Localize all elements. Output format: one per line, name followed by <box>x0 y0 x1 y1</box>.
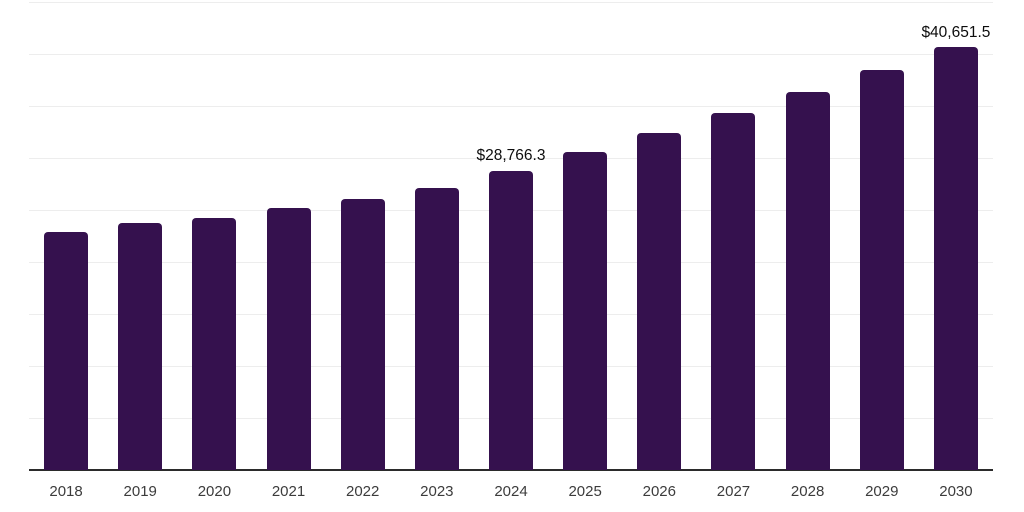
x-tick-2030: 2030 <box>939 483 973 500</box>
x-tick-2027: 2027 <box>716 483 751 500</box>
x-tick-2028: 2028 <box>790 483 825 500</box>
bar-2021[interactable] <box>266 208 311 470</box>
x-tick-2022: 2022 <box>346 483 380 500</box>
x-tick-2023: 2023 <box>420 483 454 500</box>
bar-2028[interactable] <box>785 91 830 470</box>
bar-2025[interactable] <box>563 151 608 470</box>
x-tick-2029: 2029 <box>865 483 899 500</box>
x-axis-line <box>29 469 993 471</box>
x-tick-2018: 2018 <box>49 483 83 500</box>
gridline-35000 <box>29 106 993 107</box>
bar-2024[interactable] <box>489 170 533 470</box>
x-tick-2026: 2026 <box>642 483 676 500</box>
bar-2023[interactable] <box>414 187 459 470</box>
gridline-45000 <box>29 2 993 3</box>
bar-2020[interactable] <box>192 218 237 470</box>
gridline-40000 <box>29 54 993 55</box>
bar-2022[interactable] <box>340 199 385 470</box>
x-tick-2025: 2025 <box>568 483 602 500</box>
x-tick-2021: 2021 <box>271 483 306 500</box>
plot-area: $28,766.3 $40,651.5 <box>29 2 993 471</box>
bar-2027[interactable] <box>711 112 756 470</box>
data-label-2024: $28,766.3 <box>476 147 546 165</box>
data-label-2030: $40,651.5 <box>921 23 991 41</box>
bar-2030[interactable] <box>933 47 978 470</box>
x-tick-2020: 2020 <box>197 483 232 500</box>
gridline-30000 <box>29 158 993 159</box>
bar-2029[interactable] <box>859 70 904 470</box>
bar-2026[interactable] <box>637 132 682 470</box>
x-tick-2024: 2024 <box>494 483 528 500</box>
bar-2019[interactable] <box>118 223 163 470</box>
bar-2018[interactable] <box>44 232 89 470</box>
x-tick-2019: 2019 <box>123 483 157 500</box>
